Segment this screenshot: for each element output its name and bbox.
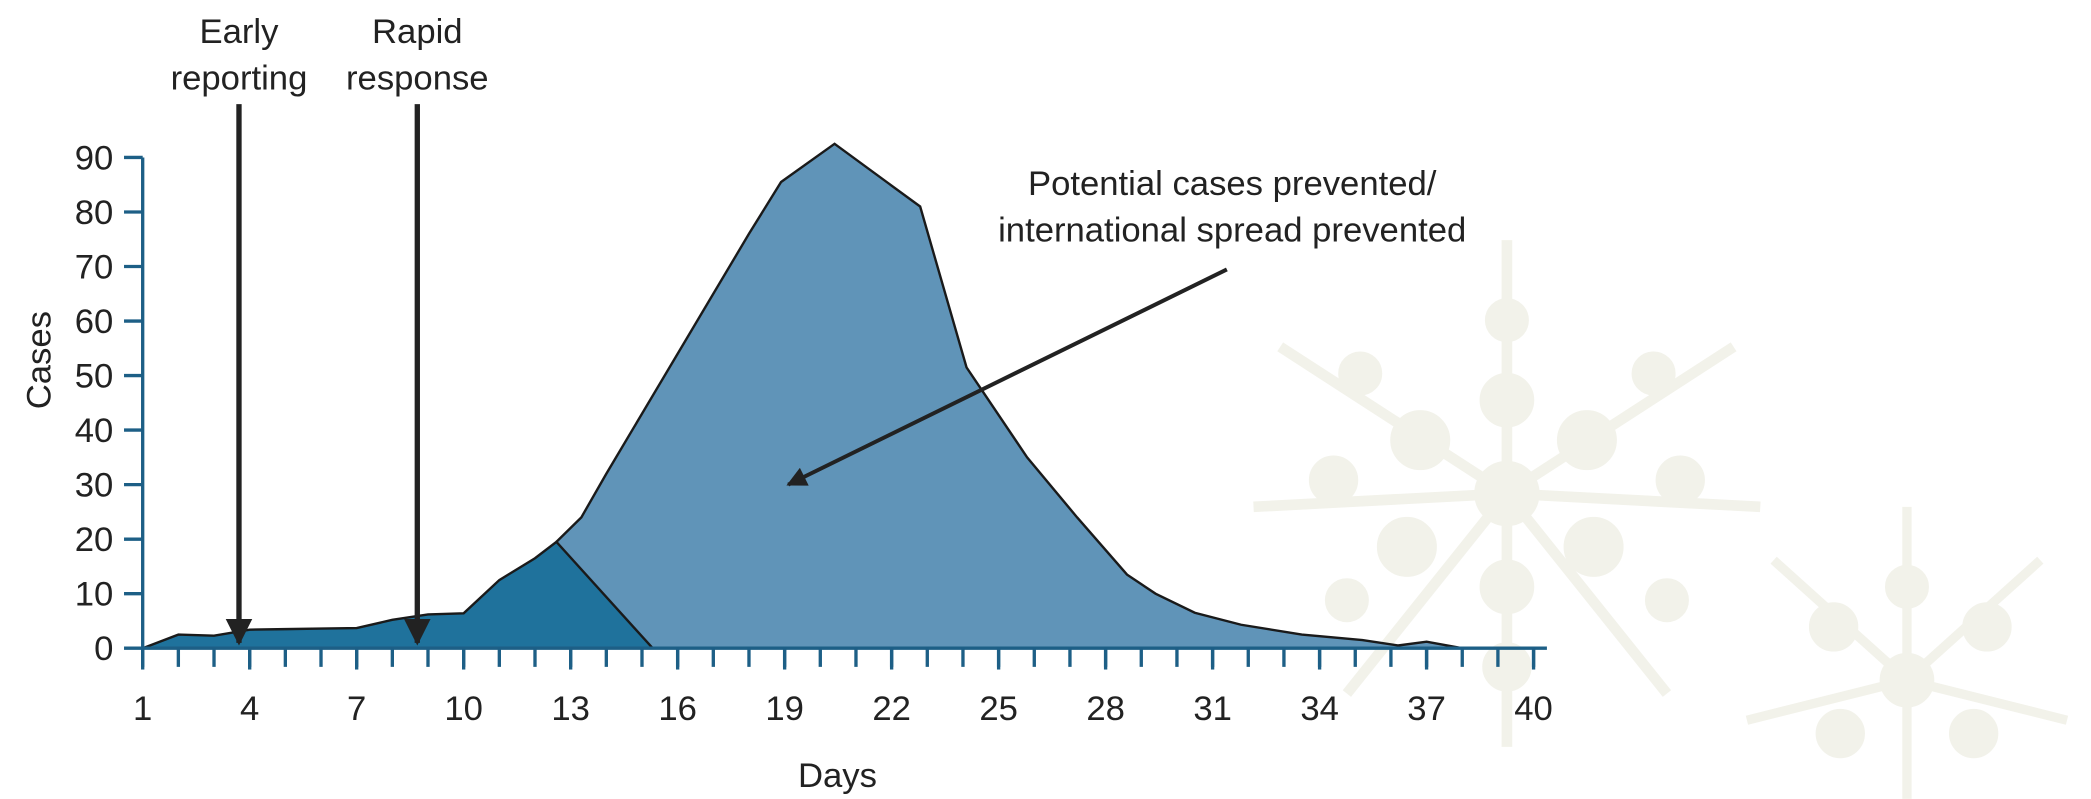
annotation: Early reporting xyxy=(171,13,308,643)
y-tick-label: 20 xyxy=(75,521,114,559)
x-tick-label: 31 xyxy=(1193,690,1232,728)
annotation: Rapid response xyxy=(346,13,489,643)
annotation-text: response xyxy=(346,59,489,97)
x-tick-label: 40 xyxy=(1514,690,1553,728)
x-axis-label: Days xyxy=(798,757,877,795)
x-tick-label: 22 xyxy=(872,690,911,728)
annotation-text: Potential cases prevented/ xyxy=(1028,165,1437,203)
y-tick-label: 40 xyxy=(75,412,114,450)
x-tick-label: 19 xyxy=(765,690,804,728)
annotation-text: Rapid xyxy=(372,13,463,51)
y-tick-label: 0 xyxy=(94,630,113,668)
y-tick-label: 50 xyxy=(75,358,114,396)
y-tick-label: 10 xyxy=(75,576,114,614)
x-tick-label: 28 xyxy=(1086,690,1125,728)
x-tick-label: 1 xyxy=(133,690,152,728)
page: {"chart_data": { "type": "area", "x_labe… xyxy=(0,0,2091,799)
virus-decoration xyxy=(1254,240,2067,799)
x-tick-label: 13 xyxy=(551,690,590,728)
y-axis-label: Cases xyxy=(21,311,59,409)
chart: Cases Days 0 10 20 30 40 50 60 70 80 90 1 4 7 10 13 16 1… xyxy=(0,0,2091,799)
x-tick-label: 4 xyxy=(240,690,259,728)
x-tick-label: 37 xyxy=(1407,690,1446,728)
annotation-text: reporting xyxy=(171,59,308,97)
x-tick-label: 7 xyxy=(347,690,366,728)
y-tick-label: 60 xyxy=(75,303,114,341)
y-tick-label: 90 xyxy=(75,139,114,177)
x-tick-label: 16 xyxy=(658,690,697,728)
annotation-text: international spread prevented xyxy=(998,211,1466,249)
x-tick-label: 34 xyxy=(1300,690,1339,728)
y-tick-label: 70 xyxy=(75,249,114,287)
x-tick-label: 25 xyxy=(979,690,1018,728)
x-tick-label: 10 xyxy=(444,690,483,728)
y-tick-label: 80 xyxy=(75,194,114,232)
y-tick-label: 30 xyxy=(75,467,114,505)
annotation-text: Early xyxy=(199,13,279,51)
